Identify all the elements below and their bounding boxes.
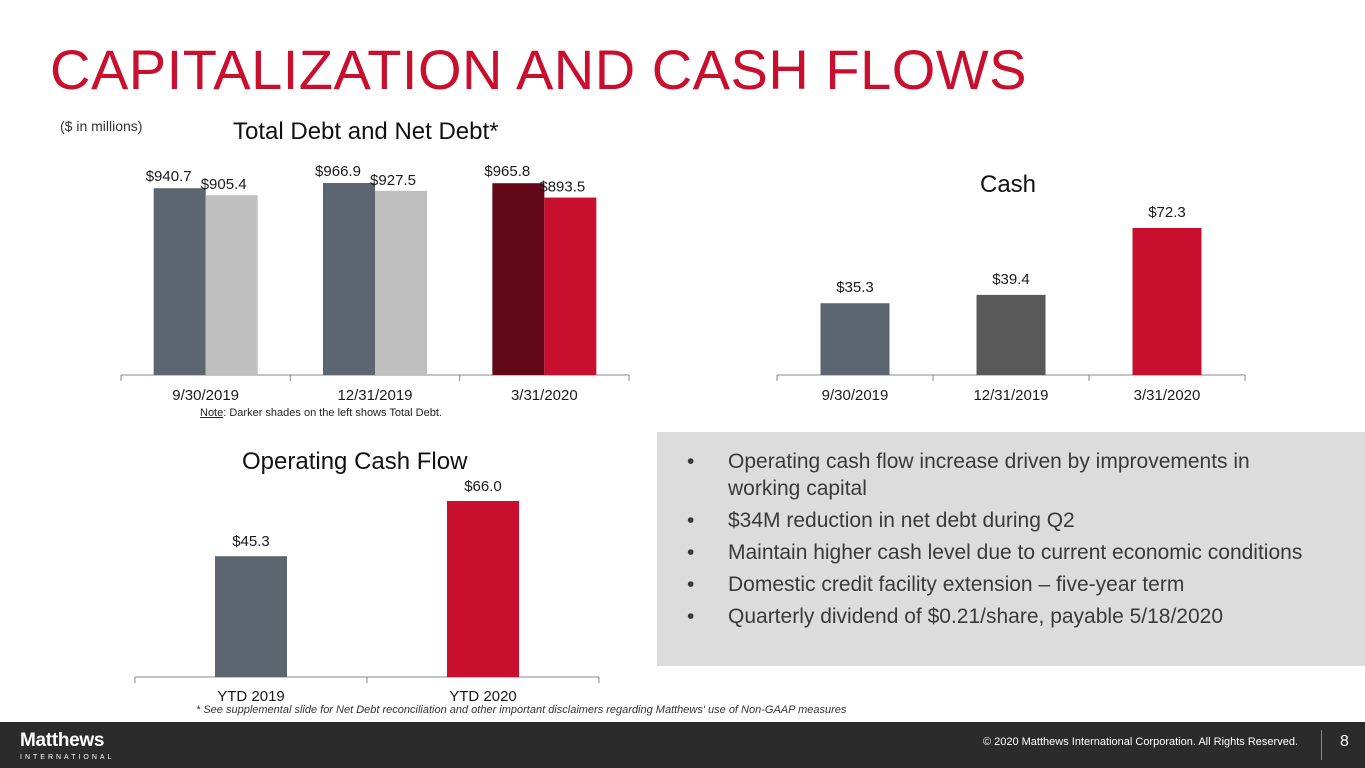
highlight-item: • Quarterly dividend of $0.21/share, paya… (657, 603, 1365, 630)
cash-bar-label: $72.3 (1148, 204, 1186, 221)
bullet-marker: • (687, 509, 695, 532)
copyright-text: © 2020 Matthews International Corporatio… (982, 736, 1298, 748)
ocf-chart-title: Operating Cash Flow (242, 448, 468, 475)
cash-category-label: 12/31/2019 (973, 387, 1048, 404)
debt-bar-label: $905.4 (201, 176, 247, 193)
highlight-item: • Operating cash flow increase driven by … (657, 448, 1365, 502)
debt-bar-label: $966.9 (315, 163, 361, 180)
ocf-bar (215, 556, 287, 677)
bullet-marker: • (687, 450, 695, 473)
logo-subtitle: INTERNATIONAL (20, 754, 115, 761)
cash-bar (976, 294, 1046, 375)
debt-chart-title: Total Debt and Net Debt* (233, 118, 499, 145)
debt-bar-label: $893.5 (539, 179, 585, 196)
footnote: * See supplemental slide for Net Debt re… (196, 704, 847, 716)
debt-bar (153, 188, 206, 375)
units-note: ($ in millions) (60, 118, 143, 134)
debt-bar (375, 190, 427, 375)
highlight-text: $34M reduction in net debt during Q2 (728, 509, 1075, 532)
bullet-marker: • (687, 605, 695, 628)
cash-category-label: 9/30/2019 (822, 387, 889, 404)
debt-bar-label: $940.7 (146, 168, 192, 185)
ocf-bar (447, 501, 519, 677)
debt-chart-note: Note: Darker shades on the left shows To… (200, 407, 442, 419)
cash-bar-label: $39.4 (992, 271, 1030, 288)
debt-bar (205, 195, 258, 375)
note-prefix: Note (200, 407, 224, 419)
highlight-text: Quarterly dividend of $0.21/share, payab… (728, 605, 1224, 628)
highlight-text: Operating cash flow increase driven by i… (728, 450, 1250, 500)
highlight-item: • Maintain higher cash level due to curre… (657, 539, 1365, 566)
company-logo: Matthews INTERNATIONAL (20, 731, 115, 763)
cash-category-label: 3/31/2020 (1134, 387, 1201, 404)
bullet-marker: • (687, 573, 695, 596)
debt-bar (323, 183, 375, 375)
page-divider (1321, 730, 1322, 760)
cash-bar (1132, 228, 1202, 375)
cash-bar (820, 303, 890, 375)
ocf-bar-label: $66.0 (464, 478, 502, 495)
highlight-item: • Domestic credit facility extension – fi… (657, 571, 1365, 598)
highlight-text: Maintain higher cash level due to curren… (728, 541, 1303, 564)
slide-title: CAPITALIZATION AND CASH FLOWS (50, 38, 1027, 101)
debt-bar (544, 197, 597, 375)
cash-bar-label: $35.3 (836, 279, 874, 296)
cash-chart-title: Cash (980, 171, 1037, 198)
footer-bar: Matthews INTERNATIONAL © 2020 Matthews I… (0, 722, 1365, 768)
highlights-list: • Operating cash flow increase driven by … (657, 432, 1365, 630)
highlight-item: • $34M reduction in net debt during Q2 (657, 507, 1365, 534)
highlights-panel: • Operating cash flow increase driven by … (657, 432, 1365, 666)
debt-bar (492, 183, 545, 375)
debt-bar-label: $965.8 (484, 163, 530, 180)
highlight-text: Domestic credit facility extension – fiv… (728, 573, 1185, 596)
debt-category-label: 3/31/2020 (511, 387, 578, 404)
debt-category-label: 9/30/2019 (172, 387, 239, 404)
bullet-marker: • (687, 541, 695, 564)
note-text: : Darker shades on the left shows Total … (223, 407, 442, 419)
page-number: 8 (1340, 733, 1349, 750)
logo-wordmark: Matthews (20, 730, 105, 751)
ocf-category-label: YTD 2020 (449, 688, 517, 705)
debt-category-label: 12/31/2019 (337, 387, 412, 404)
ocf-category-label: YTD 2019 (217, 688, 285, 705)
debt-bar-label: $927.5 (370, 172, 416, 189)
ocf-bar-label: $45.3 (232, 533, 270, 550)
